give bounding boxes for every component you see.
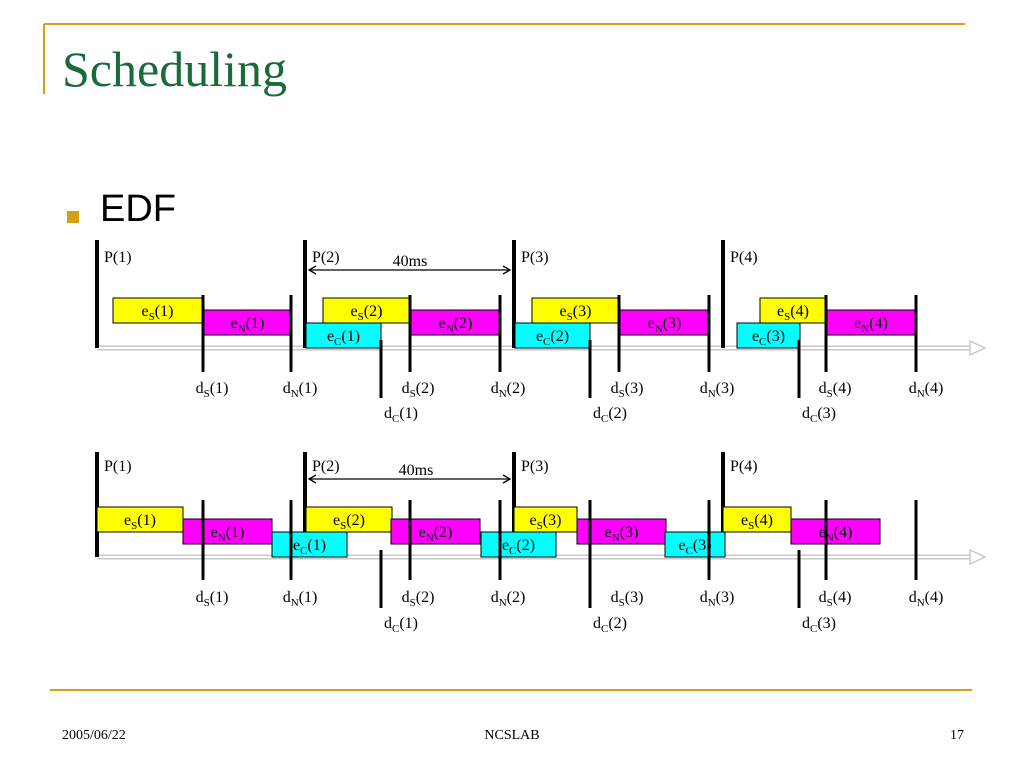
exec-box-label: eC(2) bbox=[536, 328, 569, 348]
exec-box-es: eS(1) bbox=[112, 297, 203, 324]
deadline-label: dS(1) bbox=[196, 380, 229, 400]
exec-box-label: eC(1) bbox=[293, 537, 326, 557]
period-label: P(2) bbox=[312, 249, 340, 266]
exec-box-label: eC(2) bbox=[502, 537, 535, 557]
period-label: P(4) bbox=[730, 458, 758, 475]
deadline-label: dC(1) bbox=[384, 405, 418, 425]
exec-box-en: eN(1) bbox=[182, 518, 273, 545]
exec-box-label: eN(2) bbox=[419, 524, 453, 544]
footer-date: 2005/06/22 bbox=[62, 728, 126, 743]
edf-timeline-1: P(1) P(2) P(3) P(4) 40ms eS(1) eN(1) eS(2) eC(1)… bbox=[95, 240, 987, 425]
exec-box-es: eS(1) bbox=[96, 506, 184, 533]
period-label: P(1) bbox=[104, 249, 132, 266]
deadline-label: dC(3) bbox=[802, 405, 836, 425]
interval-label: 40ms bbox=[393, 253, 428, 270]
deadline-label: dS(2) bbox=[402, 589, 435, 609]
time-axis-arrowhead bbox=[969, 548, 987, 566]
footer-organization: NCSLAB bbox=[484, 728, 540, 743]
interval-label: 40ms bbox=[399, 462, 434, 479]
exec-box-ec: eC(2) bbox=[480, 531, 557, 558]
exec-box-en: eN(4) bbox=[825, 309, 917, 336]
period-label: P(3) bbox=[521, 458, 549, 475]
deadline-label: dN(1) bbox=[283, 589, 318, 609]
deadline-label: dS(3) bbox=[611, 589, 644, 609]
exec-box-es: eS(2) bbox=[322, 297, 411, 324]
exec-box-ec: eC(2) bbox=[514, 322, 591, 349]
deadline-label: dN(1) bbox=[283, 380, 318, 400]
exec-box-ec: eC(3) bbox=[664, 531, 726, 558]
deadline-label: dC(1) bbox=[384, 615, 418, 635]
exec-box-label: eS(3) bbox=[560, 303, 592, 323]
footer-page-number: 17 bbox=[950, 728, 964, 743]
exec-box-label: eC(1) bbox=[327, 328, 360, 348]
exec-box-es: eS(4) bbox=[722, 506, 792, 533]
exec-box-en: eN(2) bbox=[410, 309, 501, 336]
exec-box-en: eN(2) bbox=[390, 518, 481, 545]
exec-box-label: eS(4) bbox=[741, 512, 773, 532]
exec-box-es: eS(2) bbox=[305, 506, 393, 533]
deadline-label: dN(2) bbox=[491, 589, 526, 609]
deadline-label: dS(2) bbox=[402, 380, 435, 400]
exec-box-label: eS(1) bbox=[124, 512, 156, 532]
exec-box-es: eS(3) bbox=[513, 506, 578, 533]
deadline-label: dC(2) bbox=[593, 615, 627, 635]
exec-box-label: eN(1) bbox=[211, 524, 245, 544]
exec-box-label: eN(4) bbox=[854, 315, 888, 335]
deadline-label: dS(4) bbox=[819, 380, 852, 400]
period-label: P(1) bbox=[104, 458, 132, 475]
exec-box-label: eC(3) bbox=[752, 328, 785, 348]
exec-box-es: eS(4) bbox=[759, 297, 827, 324]
deadline-label: dN(4) bbox=[909, 589, 944, 609]
deadline-label: dN(3) bbox=[700, 589, 735, 609]
exec-box-label: eN(2) bbox=[439, 315, 473, 335]
period-label: P(2) bbox=[312, 458, 340, 475]
exec-box-label: eN(3) bbox=[605, 524, 639, 544]
exec-box-label: eS(4) bbox=[777, 303, 809, 323]
deadline-label: dN(4) bbox=[909, 380, 944, 400]
period-label: P(4) bbox=[730, 249, 758, 266]
exec-box-label: eN(4) bbox=[819, 524, 853, 544]
edf-timeline-2: P(1) P(2) P(3) P(4) 40ms eS(1) eN(1) eC(1) eS(2)… bbox=[95, 452, 987, 635]
exec-box-label: eS(1) bbox=[142, 303, 174, 323]
exec-box-es: eS(3) bbox=[531, 297, 620, 324]
period-label: P(3) bbox=[521, 249, 549, 266]
deadline-label: dS(4) bbox=[819, 589, 852, 609]
deadline-label: dN(3) bbox=[700, 380, 735, 400]
exec-box-ec: eC(3) bbox=[736, 322, 801, 349]
deadline-label: dC(3) bbox=[802, 615, 836, 635]
deadline-label: dS(1) bbox=[196, 589, 229, 609]
time-axis-arrowhead bbox=[969, 339, 987, 357]
exec-box-ec: eC(1) bbox=[271, 531, 348, 558]
exec-box-label: eS(3) bbox=[530, 512, 562, 532]
slide-title: Scheduling bbox=[62, 41, 287, 97]
exec-box-en: eN(1) bbox=[202, 309, 293, 336]
exec-box-en: eN(3) bbox=[576, 518, 667, 545]
exec-box-label: eN(1) bbox=[231, 315, 265, 335]
deadline-label: dC(2) bbox=[593, 405, 627, 425]
bullet-marker bbox=[67, 211, 79, 223]
exec-box-label: eS(2) bbox=[351, 303, 383, 323]
exec-box-label: eS(2) bbox=[333, 512, 365, 532]
exec-box-en: eN(4) bbox=[790, 518, 881, 545]
exec-box-label: eC(3) bbox=[678, 537, 711, 557]
exec-box-ec: eC(1) bbox=[305, 322, 382, 349]
exec-box-label: eN(3) bbox=[648, 315, 682, 335]
deadline-label: dS(3) bbox=[611, 380, 644, 400]
exec-box-en: eN(3) bbox=[619, 309, 710, 336]
deadline-label: dN(2) bbox=[491, 380, 526, 400]
bullet-text: EDF bbox=[100, 188, 176, 230]
